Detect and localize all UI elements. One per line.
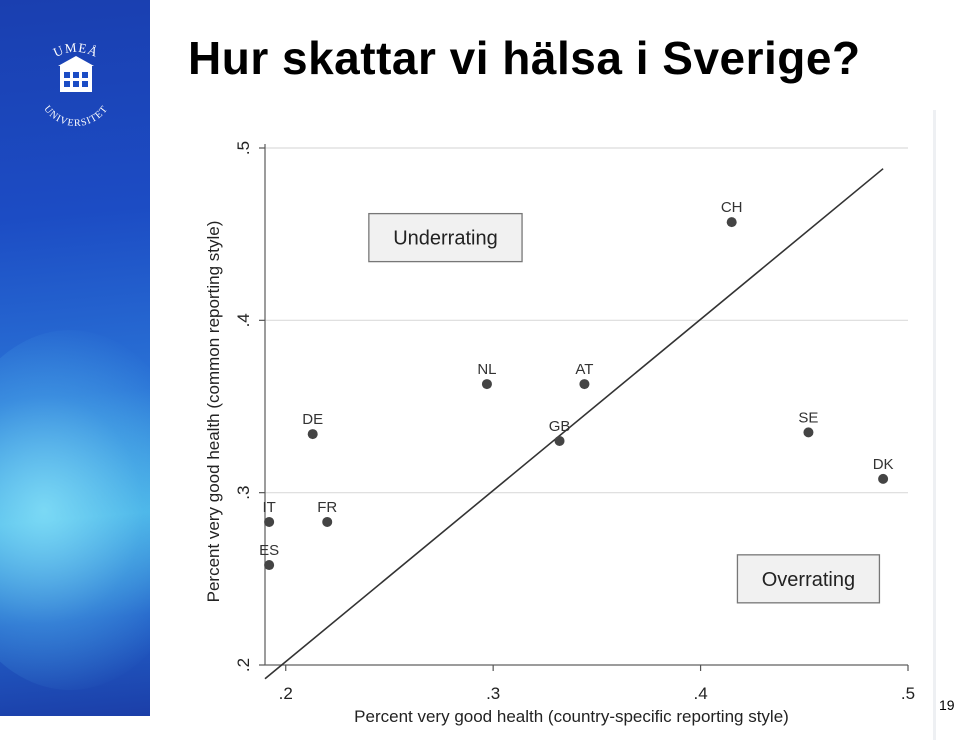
overrating-annotation-box [736,554,881,604]
point-se [803,427,814,438]
point-se-label: SE [798,409,818,426]
y-tick-label: .5 [234,141,253,155]
x-axis-title: Percent very good health (country-specif… [354,707,789,726]
point-fr [322,516,333,527]
point-dk-label: DK [873,456,894,473]
x-tick-label: .3 [486,684,500,703]
underrating-annotation-box [368,212,523,263]
point-dk [878,473,889,484]
scatter-chart: .2 .3 .4 .5 .2 .3 .4 .5 Percent very good health… [204,141,915,726]
y-tick-label: .4 [234,313,253,327]
y-tick-label: .2 [234,658,253,672]
left-brand-panel: UMEÅ UNIVERSITET [0,0,150,716]
overrating-annotation-label: Overrating [762,569,855,591]
point-it-label: IT [262,499,275,516]
point-de-label: DE [302,411,323,428]
point-es [264,560,275,571]
point-nl-label: NL [477,361,496,378]
point-de [307,429,318,440]
slide-title: Hur skattar vi hälsa i Sverige? [188,32,861,84]
umea-university-seal-icon: UMEÅ UNIVERSITET [41,40,110,126]
reference-line [264,168,884,680]
point-gb [554,435,565,446]
decorative-swoosh [0,330,150,690]
underrating-annotation-label: Underrating [393,228,498,250]
chart-frame: .2 .3 .4 .5 .2 .3 .4 .5 Percent very good health… [185,110,936,740]
svg-text:UNIVERSITET: UNIVERSITET [41,104,110,126]
point-ch [726,217,737,228]
x-tick-label: .5 [901,684,915,703]
page-number: 19 [939,697,955,713]
y-tick-label: .3 [234,486,253,500]
point-ch-label: CH [721,199,743,216]
x-tick-label: .2 [279,684,293,703]
point-it [264,516,275,527]
x-tick-label: .4 [693,684,707,703]
point-at-label: AT [575,361,593,378]
point-nl [481,379,492,390]
y-axis-title: Percent very good health (common reporti… [204,221,223,603]
point-at [579,379,590,390]
point-gb-label: GB [549,418,571,435]
point-fr-label: FR [317,499,337,516]
point-es-label: ES [259,542,279,559]
